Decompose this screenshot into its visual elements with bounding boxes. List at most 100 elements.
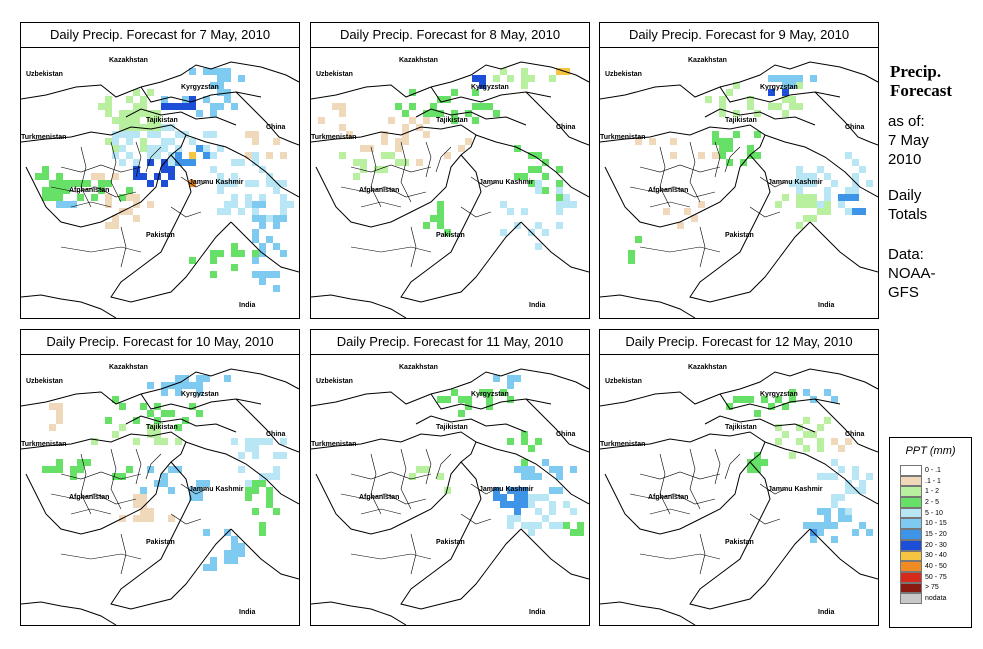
- precip-cell: [824, 417, 831, 424]
- legend-row: 5 - 10: [900, 507, 971, 519]
- precip-cell: [549, 508, 556, 515]
- precip-cell: [535, 243, 542, 250]
- precip-cell: [570, 529, 577, 536]
- precip-cell: [521, 173, 528, 180]
- precip-cell: [782, 82, 789, 89]
- country-border: [525, 398, 589, 453]
- precip-cell: [217, 250, 224, 257]
- precip-cell: [824, 389, 831, 396]
- precip-cell: [280, 152, 287, 159]
- precip-cell: [733, 396, 740, 403]
- legend-label: 40 - 50: [925, 563, 947, 571]
- precip-cell: [224, 89, 231, 96]
- country-border: [475, 134, 589, 198]
- precip-cell: [866, 529, 873, 536]
- precip-cell: [810, 431, 817, 438]
- panel-title: Daily Precip. Forecast for 8 May, 2010: [311, 23, 589, 48]
- precip-cell: [542, 494, 549, 501]
- country-border: [125, 415, 237, 433]
- precip-cell: [273, 466, 280, 473]
- precip-cell: [147, 131, 154, 138]
- precip-cell: [245, 445, 252, 452]
- precip-cell: [514, 508, 521, 515]
- precip-cell: [154, 424, 161, 431]
- country-border: [230, 528, 299, 580]
- precip-cell: [395, 159, 402, 166]
- precip-cell: [238, 208, 245, 215]
- precip-cell: [782, 89, 789, 96]
- precip-cell: [803, 389, 810, 396]
- precip-cell: [175, 424, 182, 431]
- precip-cell: [423, 131, 430, 138]
- precip-cell: [465, 110, 472, 117]
- map-label-tajikistan: Tajikistan: [725, 424, 757, 431]
- map-label-turkmenistan: Turkmenistan: [600, 134, 645, 141]
- precip-cell: [259, 438, 266, 445]
- map-labels: Kazakhstan Uzbekistan Kyrgyzstan Tajikistan…: [311, 364, 576, 616]
- precip-cell: [280, 194, 287, 201]
- precip-cell: [542, 173, 549, 180]
- precip-cell: [796, 222, 803, 229]
- precip-cell: [528, 445, 535, 452]
- precip-cell: [768, 403, 775, 410]
- precip-cell: [203, 145, 210, 152]
- precip-cell: [224, 180, 231, 187]
- province-border: [70, 201, 112, 208]
- precip-cell: [147, 152, 154, 159]
- precip-cell: [824, 187, 831, 194]
- precip-cell: [535, 438, 542, 445]
- precip-cell: [154, 131, 161, 138]
- precip-cell: [161, 180, 168, 187]
- precip-cell: [782, 75, 789, 82]
- province-border: [659, 146, 671, 208]
- precip-cell: [402, 110, 409, 117]
- precip-cell: [493, 110, 500, 117]
- precip-cell: [147, 410, 154, 417]
- precip-cell: [77, 459, 84, 466]
- precip-cell: [266, 173, 273, 180]
- province-border: [350, 246, 432, 253]
- precip-cell: [528, 522, 535, 529]
- totals-line2: Totals: [888, 206, 928, 223]
- province-border: [724, 146, 741, 173]
- precip-cell: [416, 159, 423, 166]
- precip-cell: [381, 152, 388, 159]
- country-border: [600, 294, 696, 318]
- country-borders: [311, 61, 589, 318]
- legend-row: 40 - 50: [900, 561, 971, 572]
- precip-cell: [796, 187, 803, 194]
- precip-cell: [273, 271, 280, 278]
- map-label-pakistan: Pakistan: [146, 232, 175, 239]
- precip-cell: [514, 466, 521, 473]
- precip-cell: [416, 466, 423, 473]
- precip-cell: [803, 215, 810, 222]
- map-label-india: India: [239, 302, 255, 309]
- precip-cell: [423, 110, 430, 117]
- precip-cell: [210, 82, 217, 89]
- precip-cell: [63, 180, 70, 187]
- precip-cell: [817, 529, 824, 536]
- precip-cell: [119, 403, 126, 410]
- precip-cell: [126, 152, 133, 159]
- map-labels: Kazakhstan Uzbekistan Kyrgyzstan Tajikistan…: [600, 57, 865, 309]
- precip-cell: [266, 271, 273, 278]
- precip-cells: [628, 75, 873, 264]
- precip-cell: [168, 466, 175, 473]
- precip-cell: [105, 138, 112, 145]
- precip-cell: [866, 473, 873, 480]
- precip-cell: [259, 215, 266, 222]
- country-border: [110, 461, 232, 610]
- precip-cell: [810, 215, 817, 222]
- precip-cell: [49, 424, 56, 431]
- province-borders: [50, 141, 207, 268]
- precip-cell: [409, 103, 416, 110]
- precip-cell: [789, 103, 796, 110]
- precip-cell: [91, 173, 98, 180]
- precip-cell: [77, 180, 84, 187]
- precip-cell: [556, 466, 563, 473]
- precip-cell: [747, 96, 754, 103]
- precip-cell: [119, 110, 126, 117]
- precip-cell: [514, 501, 521, 508]
- precip-cell: [182, 417, 189, 424]
- precip-cell: [196, 480, 203, 487]
